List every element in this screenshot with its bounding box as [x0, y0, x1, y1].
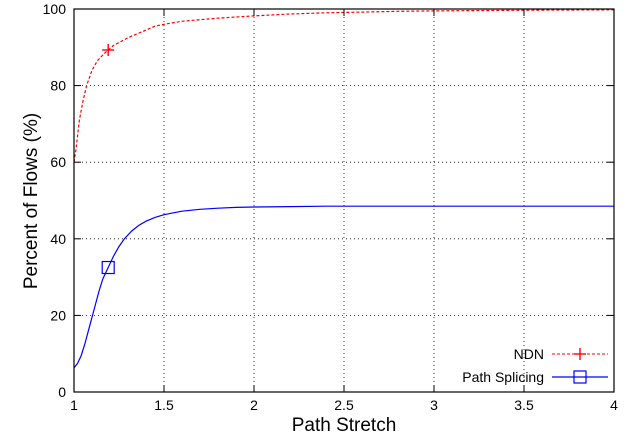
- y-tick-label: 20: [50, 307, 66, 323]
- y-axis-title: Percent of Flows (%): [21, 113, 42, 289]
- x-tick-label: 2: [250, 397, 258, 413]
- x-tick-label: 3: [430, 397, 438, 413]
- x-tick-label: 4: [610, 397, 618, 413]
- axis-ticks: [73, 8, 615, 393]
- legend: NDN Path Splicing: [462, 346, 608, 385]
- x-tick-label: 2.5: [334, 397, 354, 413]
- y-tick-label: 80: [50, 78, 66, 94]
- x-tick-label: 3.5: [514, 397, 534, 413]
- legend-marker-ndn: [574, 348, 586, 360]
- tick-labels: 0 20 40 60 80 100 1 1.5 2 2.5 3 3.5 4: [43, 1, 618, 413]
- legend-label-ndn: NDN: [514, 346, 544, 362]
- x-tick-label: 1.5: [154, 397, 174, 413]
- legend-label-path-splicing: Path Splicing: [462, 369, 544, 385]
- series-line-1: [73, 205, 614, 369]
- plot-frame: [73, 8, 615, 393]
- y-tick-label: 0: [58, 384, 66, 400]
- x-axis-title: Path Stretch: [292, 415, 397, 436]
- legend-marker-path-splicing: [573, 370, 587, 384]
- series-marker-1: [101, 260, 115, 275]
- grid: [74, 9, 614, 392]
- x-tick-label: 1: [70, 397, 78, 413]
- y-tick-label: 100: [43, 1, 67, 17]
- y-tick-label: 60: [50, 154, 66, 170]
- y-tick-label: 40: [50, 231, 66, 247]
- series-line-0: [73, 9, 615, 163]
- series-marker-0: [102, 43, 115, 56]
- series-layer: [73, 9, 615, 369]
